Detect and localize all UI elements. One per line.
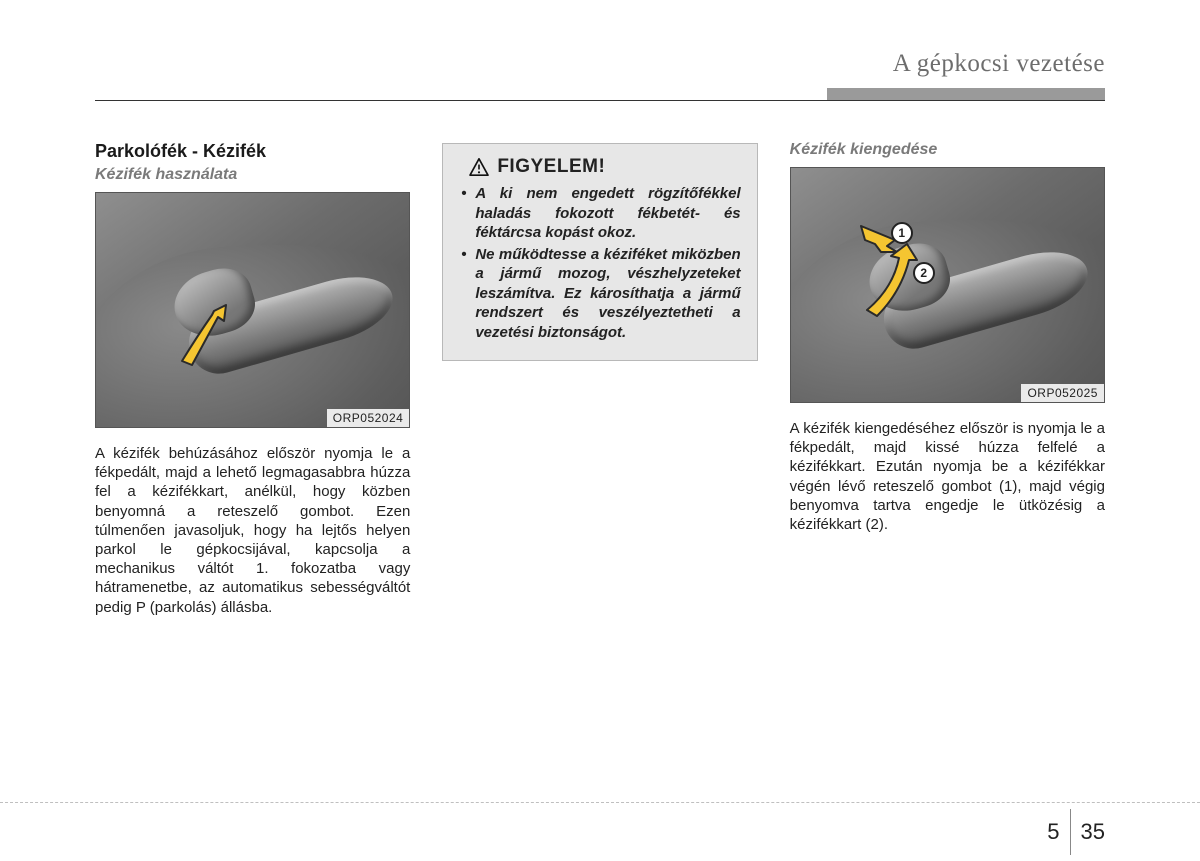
page-header: A gépkocsi vezetése bbox=[95, 50, 1105, 94]
column-right: Kézifék kiengedése 1 2 ORP052025 A kézif… bbox=[790, 141, 1105, 617]
figure-handbrake-apply: ORP052024 bbox=[95, 192, 410, 428]
callout-marker-1: 1 bbox=[891, 222, 913, 244]
page-footer: 5 35 bbox=[1047, 809, 1105, 855]
caution-box: FIGYELEM! A ki nem engedett rögzítőfékke… bbox=[442, 143, 757, 361]
caution-item: A ki nem engedett rögzítőfékkel haladás … bbox=[459, 184, 740, 243]
section-subheading: Kézifék használata bbox=[95, 166, 410, 184]
header-rule bbox=[95, 100, 1105, 101]
body-paragraph: A kézifék kiengedéséhez először is nyomj… bbox=[790, 419, 1105, 534]
column-middle: FIGYELEM! A ki nem engedett rögzítőfékke… bbox=[442, 141, 757, 617]
warning-triangle-icon bbox=[469, 158, 489, 176]
callout-marker-2: 2 bbox=[913, 262, 935, 284]
body-paragraph: A kézifék behúzásához először nyomja le … bbox=[95, 444, 410, 617]
caution-list: A ki nem engedett rögzítőfékkel haladás … bbox=[459, 184, 740, 342]
content-columns: Parkolófék - Kézifék Kézifék használata … bbox=[95, 141, 1105, 617]
footer-separator bbox=[1070, 809, 1071, 855]
figure-code-label: ORP052025 bbox=[1021, 384, 1104, 402]
caution-title: FIGYELEM! bbox=[497, 156, 605, 178]
arrow-up-icon bbox=[174, 303, 234, 373]
page-number: 35 bbox=[1081, 819, 1105, 845]
caution-title-row: FIGYELEM! bbox=[469, 156, 740, 178]
caution-item: Ne működtesse a kéziféket miközben a jár… bbox=[459, 245, 740, 343]
figure-code-label: ORP052024 bbox=[327, 409, 410, 427]
chapter-number: 5 bbox=[1047, 819, 1059, 845]
manual-page: A gépkocsi vezetése Parkolófék - Kézifék… bbox=[0, 0, 1200, 861]
cut-dash-line bbox=[0, 802, 1200, 803]
chapter-title: A gépkocsi vezetése bbox=[893, 50, 1105, 78]
section-heading: Parkolófék - Kézifék bbox=[95, 141, 410, 162]
column-left: Parkolófék - Kézifék Kézifék használata … bbox=[95, 141, 410, 617]
figure-handbrake-release: 1 2 ORP052025 bbox=[790, 167, 1105, 403]
header-accent-bar bbox=[827, 88, 1105, 100]
section-subheading: Kézifék kiengedése bbox=[790, 141, 1105, 159]
